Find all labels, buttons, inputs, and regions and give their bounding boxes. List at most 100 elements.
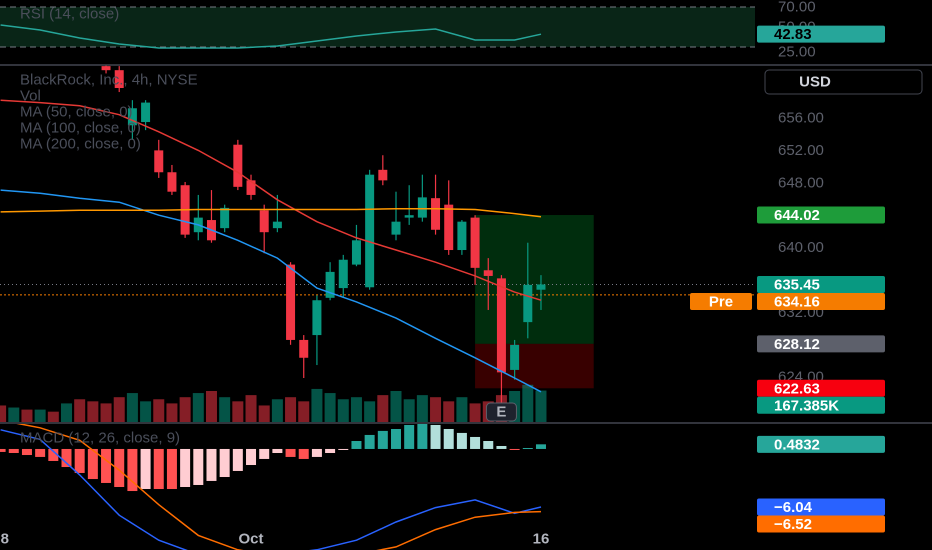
histogram-bar xyxy=(377,430,388,449)
currency-button[interactable] xyxy=(764,69,923,95)
histogram-bar xyxy=(470,436,481,449)
histogram-bar xyxy=(522,448,533,450)
histogram-bar xyxy=(246,448,257,466)
volume-bar xyxy=(34,409,46,422)
candle-body xyxy=(417,197,427,218)
candle-body xyxy=(510,344,520,370)
histogram-bar xyxy=(166,448,177,490)
histogram-bar xyxy=(48,448,59,461)
histogram-bar xyxy=(509,448,520,450)
histogram-bar xyxy=(74,448,85,473)
candle-body xyxy=(272,221,282,229)
premarket-tag-label: Pre xyxy=(709,293,733,310)
earnings-marker xyxy=(485,402,517,422)
price-label-box xyxy=(757,498,885,516)
volume-bar xyxy=(522,384,534,422)
moving-average-line xyxy=(0,99,542,301)
candle-body xyxy=(457,221,467,251)
rsi-line xyxy=(0,24,542,49)
histogram-bar xyxy=(311,448,322,457)
histogram-bar xyxy=(114,448,125,487)
currency-label[interactable]: USD xyxy=(799,74,831,91)
histogram-bar xyxy=(0,448,6,452)
y-tick-label: 652.00 xyxy=(778,142,824,159)
volume-bar xyxy=(8,407,20,422)
price-label: 635.45 xyxy=(774,276,820,293)
volume-bar xyxy=(0,405,7,422)
candle-body xyxy=(378,169,388,181)
price-label-box xyxy=(757,435,885,453)
price-label-box xyxy=(757,515,885,533)
price-label: 622.63 xyxy=(774,380,820,397)
macd-line xyxy=(16,424,542,550)
pane xyxy=(0,6,755,49)
profit-zone xyxy=(475,215,594,344)
volume-bar xyxy=(456,397,468,422)
histogram-bar xyxy=(325,448,336,454)
volume-bar xyxy=(47,411,59,422)
histogram-bar xyxy=(404,424,415,449)
volume-bar xyxy=(364,401,376,422)
price-label: 634.16 xyxy=(774,293,820,310)
legend-text: Vol xyxy=(20,88,41,105)
volume-bar xyxy=(469,403,481,422)
volume-bar xyxy=(298,401,310,422)
candle-body xyxy=(259,210,269,233)
volume-bar xyxy=(403,399,415,422)
candle-body xyxy=(523,284,533,323)
price-label: −6.04 xyxy=(774,499,813,516)
volume-bar xyxy=(232,401,244,422)
candle-body xyxy=(431,198,441,230)
y-tick-label: 656.00 xyxy=(778,109,824,126)
histogram-bar xyxy=(61,448,72,468)
volume-bar xyxy=(21,409,33,422)
volume-bar xyxy=(285,397,297,422)
volume-bar xyxy=(61,403,72,422)
candle-body xyxy=(154,150,164,173)
x-tick-label: 16 xyxy=(533,531,550,548)
histogram-bar xyxy=(219,448,230,478)
histogram-bar xyxy=(153,448,164,490)
candle-body xyxy=(101,66,111,71)
legend-text: RSI (14, close) xyxy=(20,6,119,23)
price-label-box xyxy=(757,275,885,293)
volume-bar xyxy=(219,397,231,422)
volume-bar xyxy=(535,390,547,422)
y-tick-label: 648.00 xyxy=(778,174,824,191)
price-label: 628.12 xyxy=(774,336,820,353)
price-label-box xyxy=(757,206,885,224)
x-tick-label: Oct xyxy=(239,531,264,548)
earnings-label: E xyxy=(496,404,506,421)
histogram-bar xyxy=(430,424,441,449)
y-tick-label: 70.00 xyxy=(778,0,816,16)
volume-bar xyxy=(192,393,204,422)
candle-body xyxy=(536,284,546,290)
histogram-bar xyxy=(180,448,191,487)
premarket-tag xyxy=(690,292,752,310)
volume-bar xyxy=(390,390,402,422)
volume-bar xyxy=(140,401,152,422)
histogram-bar xyxy=(206,448,217,481)
price-label: 167.385K xyxy=(774,397,839,414)
histogram-bar xyxy=(535,444,546,449)
candle-body xyxy=(233,144,243,187)
histogram-bar xyxy=(285,448,296,457)
histogram-bar xyxy=(8,448,19,454)
volume-bar xyxy=(179,397,191,422)
price-label-box xyxy=(757,379,885,397)
price-label-box xyxy=(757,292,885,310)
legend-text: MA (100, close, 0) xyxy=(20,120,141,137)
volume-bar xyxy=(350,397,362,422)
pane xyxy=(0,424,546,550)
candle-body xyxy=(351,240,361,265)
histogram-bar xyxy=(417,424,428,449)
candle-body xyxy=(404,215,414,218)
candle-body xyxy=(483,270,493,276)
histogram-bar xyxy=(101,448,112,483)
volume-bar xyxy=(87,401,99,422)
volume-bar xyxy=(113,397,125,422)
candle-body xyxy=(141,102,151,123)
